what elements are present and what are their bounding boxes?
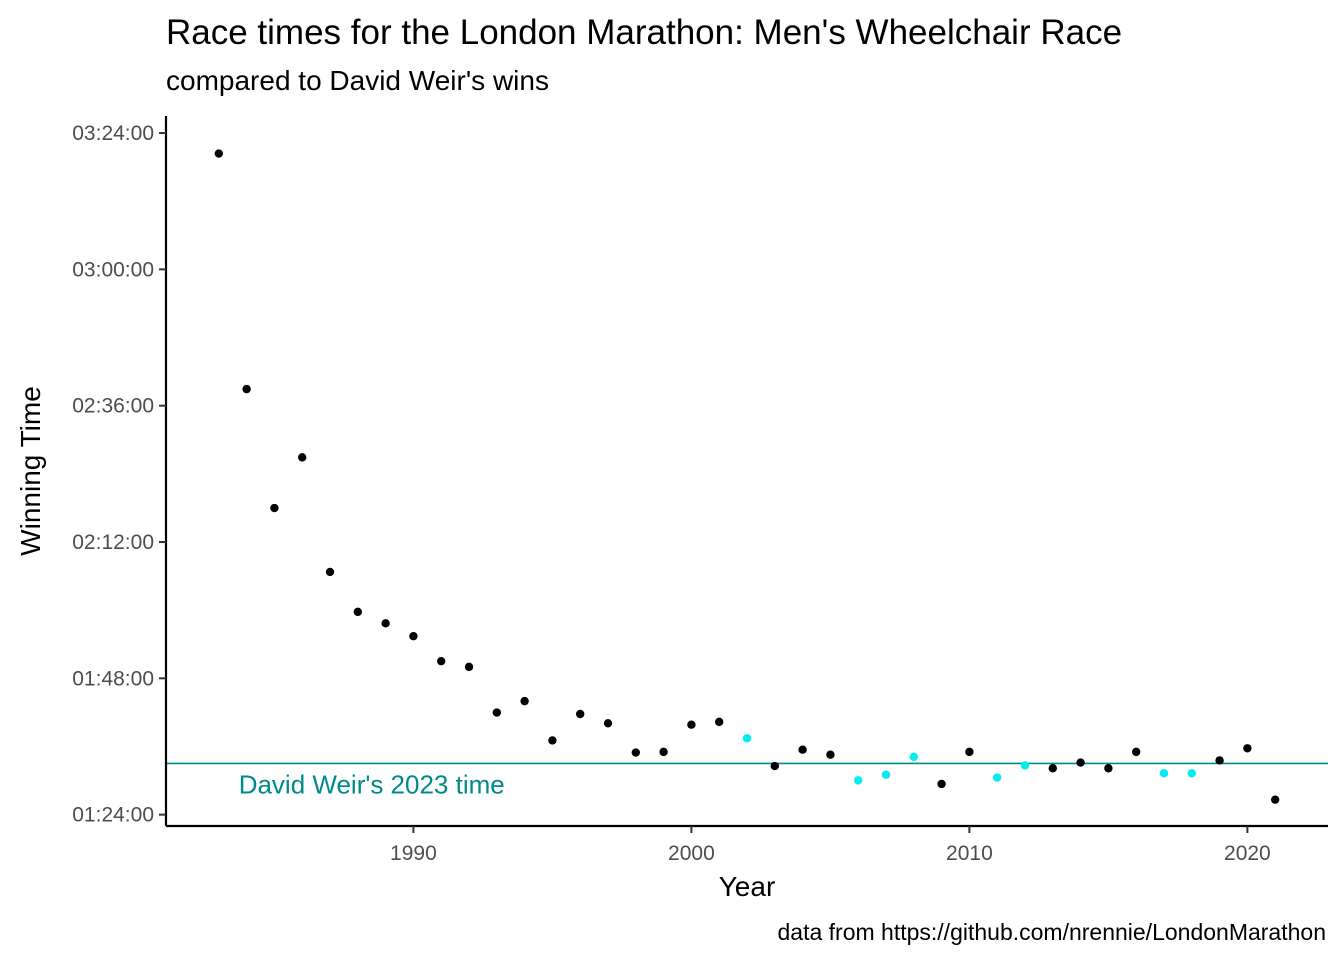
race-time-point-2016 xyxy=(1131,747,1141,757)
david-weir-win-point-2002 xyxy=(742,734,752,743)
david-weir-win-point-2017 xyxy=(1159,769,1169,778)
race-time-point-1990 xyxy=(409,631,418,641)
race-time-point-2009 xyxy=(937,779,946,789)
x-tick-label-2000: 2000 xyxy=(668,842,715,865)
race-time-point-2000 xyxy=(687,720,696,729)
race-time-point-1989 xyxy=(381,619,390,628)
chart-title: Race times for the London Marathon: Men'… xyxy=(166,13,1122,52)
david-weir-win-point-2008 xyxy=(909,752,918,761)
race-time-point-2005 xyxy=(826,750,835,759)
reference-line-label: David Weir's 2023 time xyxy=(239,769,505,799)
david-weir-win-point-2012 xyxy=(1020,761,1030,770)
race-time-point-1988 xyxy=(353,607,363,617)
axis-ticks: 1990 2000 2010 2020 01:24:00 01:48:00 02:12:00… xyxy=(72,122,1270,865)
race-time-point-2021 xyxy=(1270,795,1280,804)
x-tick-label-2020: 2020 xyxy=(1224,842,1271,865)
race-time-point-1987 xyxy=(325,567,335,577)
race-time-point-1996 xyxy=(576,709,585,719)
x-tick-label-2010: 2010 xyxy=(946,842,993,865)
race-time-point-1995 xyxy=(548,736,557,745)
race-time-point-1983 xyxy=(214,149,224,158)
y-tick-label-01:24:00: 01:24:00 xyxy=(72,804,154,827)
race-time-point-1986 xyxy=(298,453,307,462)
race-time-point-2019 xyxy=(1215,756,1224,765)
race-time-point-1998 xyxy=(631,748,641,757)
race-time-point-1993 xyxy=(492,708,502,717)
y-tick-label-02:12:00: 02:12:00 xyxy=(72,531,154,554)
race-time-point-2004 xyxy=(798,745,807,754)
race-time-point-1997 xyxy=(603,719,613,728)
david-weir-win-point-2007 xyxy=(881,770,891,779)
y-tick-label-02:36:00: 02:36:00 xyxy=(72,395,154,418)
y-tick-label-01:48:00: 01:48:00 xyxy=(72,667,154,690)
race-time-point-2003 xyxy=(770,761,779,771)
race-time-point-2013 xyxy=(1048,764,1057,773)
race-time-point-2014 xyxy=(1076,758,1085,767)
x-tick-label-1990: 1990 xyxy=(390,842,437,865)
x-axis-title: Year xyxy=(719,871,776,902)
plot-area: David Weir's 2023 time xyxy=(166,149,1328,804)
race-time-point-1994 xyxy=(520,696,529,706)
race-time-point-1985 xyxy=(270,503,279,513)
race-time-point-2015 xyxy=(1104,764,1113,773)
david-weir-win-point-2006 xyxy=(853,776,863,785)
race-time-point-1992 xyxy=(464,662,474,672)
race-time-point-1984 xyxy=(242,384,251,394)
race-time-point-1991 xyxy=(437,656,446,666)
y-tick-label-03:24:00: 03:24:00 xyxy=(72,122,154,145)
y-tick-label-03:00:00: 03:00:00 xyxy=(72,258,154,281)
david-weir-win-point-2018 xyxy=(1187,769,1196,778)
y-axis-title: Winning Time xyxy=(15,386,46,556)
data-source-caption: data from https://github.com/nrennie/Lon… xyxy=(777,919,1326,945)
david-weir-win-point-2011 xyxy=(992,773,1002,782)
race-time-point-2010 xyxy=(965,747,974,757)
race-time-point-2020 xyxy=(1243,744,1252,753)
chart-subtitle: compared to David Weir's wins xyxy=(166,65,549,96)
race-time-point-2001 xyxy=(715,717,724,727)
race-time-point-1999 xyxy=(659,747,668,757)
